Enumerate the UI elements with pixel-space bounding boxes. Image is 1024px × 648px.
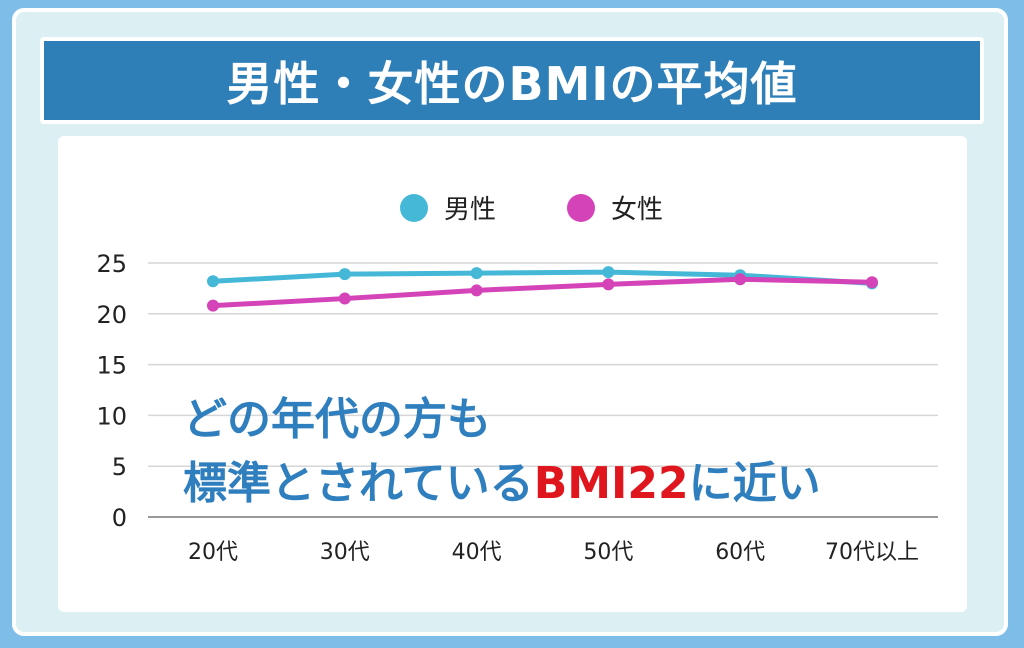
- data-point: [207, 275, 219, 288]
- y-tick-label: 20: [96, 301, 127, 329]
- annotation-prefix: 標準とされている: [183, 458, 534, 509]
- legend-label: 女性: [611, 195, 663, 225]
- data-point: [470, 284, 483, 297]
- annotation-line2: 標準とされているBMI22に近い: [183, 447, 821, 511]
- legend-marker: [400, 194, 428, 222]
- annotation-highlight: BMI22: [533, 458, 689, 509]
- y-tick-label: 10: [96, 402, 127, 430]
- title-text: 男性・女性のBMIの平均値: [226, 56, 798, 111]
- chart-title: 男性・女性のBMIの平均値: [40, 37, 984, 124]
- legend-marker: [567, 194, 595, 222]
- chart-card: [58, 136, 967, 612]
- annotation-line1: どの年代の方も: [183, 394, 491, 445]
- data-point: [338, 268, 351, 281]
- data-point: [734, 273, 747, 286]
- data-point: [207, 299, 219, 312]
- series-line-female: [212, 276, 873, 309]
- y-tick-label: 25: [96, 250, 127, 278]
- x-tick-label: 20代: [188, 540, 238, 565]
- series-line-male: [212, 269, 873, 286]
- data-point: [470, 267, 483, 280]
- legend-label: 男性: [444, 195, 496, 225]
- x-tick-label: 40代: [452, 540, 502, 565]
- y-tick-label: 5: [112, 453, 127, 481]
- x-tick-label: 50代: [583, 540, 633, 565]
- data-point: [602, 278, 615, 291]
- y-tick-label: 0: [112, 504, 127, 532]
- y-tick-label: 15: [96, 352, 127, 380]
- x-tick-label: 70代以上: [825, 540, 919, 565]
- data-point: [602, 266, 615, 279]
- annotation-suffix: に近い: [688, 458, 821, 509]
- data-point: [338, 292, 351, 305]
- x-tick-label: 30代: [320, 540, 370, 565]
- data-point: [866, 276, 878, 289]
- x-tick-label: 60代: [715, 540, 765, 565]
